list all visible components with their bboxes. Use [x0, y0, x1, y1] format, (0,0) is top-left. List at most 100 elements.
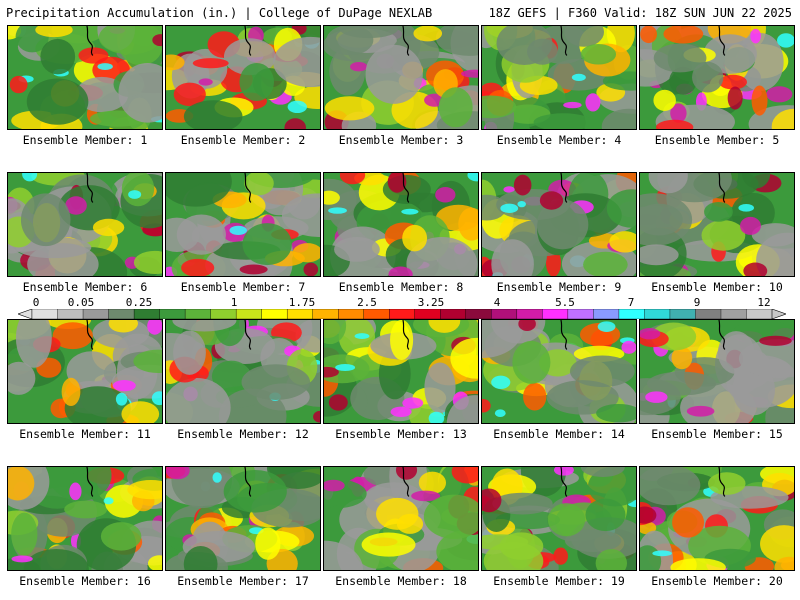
ensemble-member-caption: Ensemble Member: 12 — [177, 427, 309, 441]
precip-region — [533, 113, 594, 129]
precip-region — [512, 340, 551, 384]
precip-region — [121, 173, 155, 207]
precip-region — [751, 85, 768, 116]
precip-region — [9, 75, 28, 94]
coastline — [86, 467, 94, 497]
precip-region — [647, 371, 717, 396]
precip-region — [435, 26, 478, 56]
colorbar-segment — [261, 309, 288, 319]
colorbar-segment — [746, 309, 773, 319]
ensemble-member-map — [323, 466, 479, 571]
precip-region — [239, 62, 274, 102]
precip-region — [387, 173, 407, 193]
precip-region — [564, 529, 622, 553]
precip-region — [361, 532, 416, 557]
precip-region — [500, 203, 519, 214]
ensemble-member-caption: Ensemble Member: 20 — [651, 574, 783, 588]
precip-region — [467, 173, 478, 182]
ensemble-member-map — [639, 319, 795, 424]
precip-region — [390, 320, 414, 361]
precip-region — [751, 223, 794, 247]
colorbar-segment — [491, 309, 518, 319]
precip-region — [166, 467, 190, 480]
precip-region — [241, 364, 311, 400]
colorbar-segment — [695, 309, 722, 319]
precip-region — [686, 405, 715, 417]
precip-region — [183, 100, 243, 129]
precip-region — [365, 44, 423, 104]
precip-region — [601, 108, 636, 129]
precip-region — [640, 328, 661, 340]
ensemble-member-map — [7, 25, 163, 130]
precip-region — [496, 26, 553, 65]
precip-region — [609, 231, 636, 253]
precip-region — [571, 73, 586, 82]
colorbar-right-arrow — [771, 309, 786, 319]
precip-region — [564, 26, 605, 47]
ensemble-member-caption: Ensemble Member: 14 — [493, 427, 625, 441]
colorbar-segment — [338, 309, 365, 319]
precip-region — [284, 118, 306, 129]
precip-region — [350, 62, 368, 72]
colorbar-segment — [159, 309, 186, 319]
precip-region — [670, 103, 687, 123]
colorbar-tick-label: 0.05 — [67, 296, 95, 309]
coastline — [718, 467, 726, 497]
ensemble-member-map — [481, 25, 637, 130]
precip-region — [704, 201, 733, 222]
precip-region — [335, 363, 356, 372]
precip-region — [759, 335, 792, 346]
coastline — [718, 320, 726, 350]
colorbar-segment — [516, 309, 543, 319]
precip-region — [583, 251, 628, 276]
precip-region — [640, 193, 693, 246]
coastline — [244, 320, 252, 350]
precip-region — [339, 26, 399, 39]
ensemble-member-caption: Ensemble Member: 1 — [22, 133, 148, 147]
precip-region — [354, 333, 370, 340]
ensemble-member-caption: Ensemble Member: 2 — [180, 133, 306, 147]
precip-region — [401, 208, 419, 215]
precip-region — [777, 33, 794, 48]
ensemble-member-caption: Ensemble Member: 13 — [335, 427, 467, 441]
coastline — [86, 26, 94, 56]
colorbar-tick-label: 12 — [757, 296, 771, 309]
precip-region — [743, 262, 768, 276]
precip-region — [640, 506, 657, 524]
valid-time: 18Z GEFS | F360 Valid: 18Z SUN JUN 22 20… — [488, 6, 792, 20]
precip-region — [92, 218, 125, 237]
coastline — [560, 173, 568, 203]
colorbar-segment — [82, 309, 110, 319]
precip-region — [64, 500, 108, 519]
precip-region — [438, 87, 473, 128]
ensemble-member-caption: Ensemble Member: 10 — [651, 280, 783, 294]
precip-region — [536, 199, 589, 250]
precip-region — [97, 63, 113, 71]
precip-region — [640, 26, 657, 44]
precip-region — [211, 360, 251, 393]
colorbar-segment — [644, 309, 671, 319]
precip-region — [115, 392, 128, 406]
precip-region — [597, 321, 616, 332]
precip-region — [328, 394, 348, 411]
ensemble-member-map — [165, 172, 321, 277]
precip-region — [553, 547, 568, 565]
precip-region — [428, 411, 445, 423]
precip-region — [424, 362, 456, 414]
colorbar-segment — [465, 309, 492, 319]
colorbar-segment — [210, 309, 237, 319]
ensemble-member-map — [323, 172, 479, 277]
ensemble-member-map — [165, 466, 321, 571]
precip-region — [339, 173, 366, 185]
precip-region — [436, 530, 478, 570]
ensemble-member-map — [165, 319, 321, 424]
ensemble-member-caption: Ensemble Member: 8 — [338, 280, 464, 294]
precip-region — [128, 190, 142, 199]
precip-region — [621, 340, 636, 354]
precip-region — [580, 467, 625, 478]
precip-region — [324, 366, 339, 378]
precip-region — [40, 38, 76, 75]
precip-region — [482, 320, 523, 359]
precip-region — [172, 320, 237, 332]
precip-region — [23, 549, 89, 570]
